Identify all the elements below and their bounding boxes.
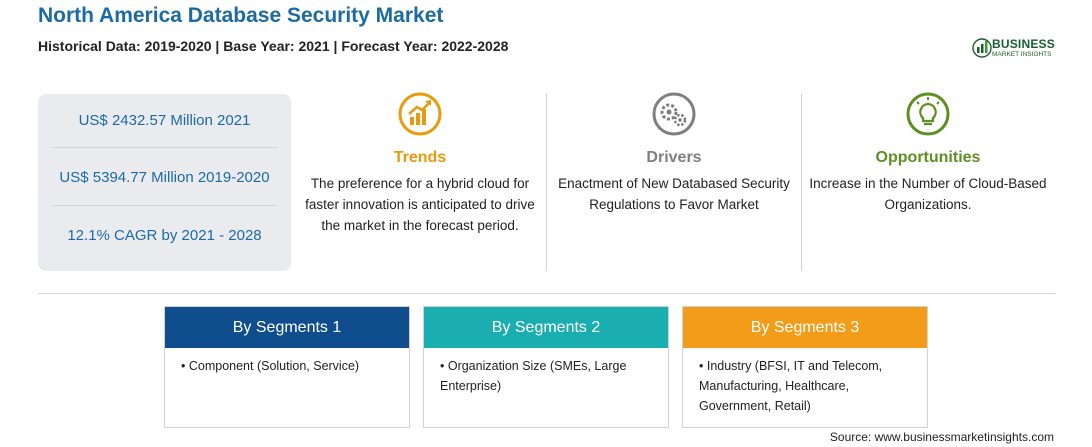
stat-market-size-2021: US$ 2432.57 Million 2021 xyxy=(78,112,251,129)
stat-cagr: 12.1% CAGR by 2021 - 2028 xyxy=(67,227,262,244)
card-trends: Trends The preference for a hybrid cloud… xyxy=(300,92,540,236)
logo-name: BUSINESS xyxy=(992,37,1055,51)
segment-title: By Segments 2 xyxy=(424,307,668,348)
card-text: The preference for a hybrid cloud for fa… xyxy=(305,176,535,233)
logo-tagline: MARKET INSIGHTS xyxy=(992,51,1052,58)
divider xyxy=(801,94,802,271)
card-heading: Opportunities xyxy=(875,149,981,166)
divider xyxy=(52,205,277,206)
page-subtitle: Historical Data: 2019-2020 | Base Year: … xyxy=(38,38,509,54)
card-opportunities: Opportunities Increase in the Number of … xyxy=(808,92,1048,215)
page-title: North America Database Security Market xyxy=(38,4,444,27)
source-note: Source: www.businessmarketinsights.com xyxy=(829,430,1054,444)
segment-title: By Segments 3 xyxy=(683,307,927,348)
divider xyxy=(546,94,547,271)
card-drivers: Drivers Enactment of New Databased Secur… xyxy=(554,92,794,215)
section-divider xyxy=(38,293,1055,294)
card-heading: Drivers xyxy=(646,149,702,166)
card-text: Enactment of New Databased Security Regu… xyxy=(558,176,790,212)
card-heading: Trends xyxy=(393,149,447,166)
lightbulb-icon xyxy=(906,92,950,136)
gears-icon xyxy=(652,92,696,136)
segment-item: • Component (Solution, Service) xyxy=(181,359,360,373)
segment-card-1: By Segments 1 • Component (Solution, Ser… xyxy=(164,306,410,428)
divider xyxy=(52,147,277,148)
card-text: Increase in the Number of Cloud-Based Or… xyxy=(809,176,1047,212)
segment-item: • Industry (BFSI, IT and Telecom, Manufa… xyxy=(699,359,883,413)
segment-card-3: By Segments 3 • Industry (BFSI, IT and T… xyxy=(682,306,928,428)
trend-up-icon xyxy=(398,92,442,136)
stat-market-size-historical: US$ 5394.77 Million 2019-2020 xyxy=(59,169,270,186)
segment-title: By Segments 1 xyxy=(165,307,409,348)
segment-item: • Organization Size (SMEs, Large Enterpr… xyxy=(440,359,627,393)
stats-panel: US$ 2432.57 Million 2021 US$ 5394.77 Mil… xyxy=(38,94,291,271)
segment-card-2: By Segments 2 • Organization Size (SMEs,… xyxy=(423,306,669,428)
logo-icon xyxy=(972,38,992,58)
